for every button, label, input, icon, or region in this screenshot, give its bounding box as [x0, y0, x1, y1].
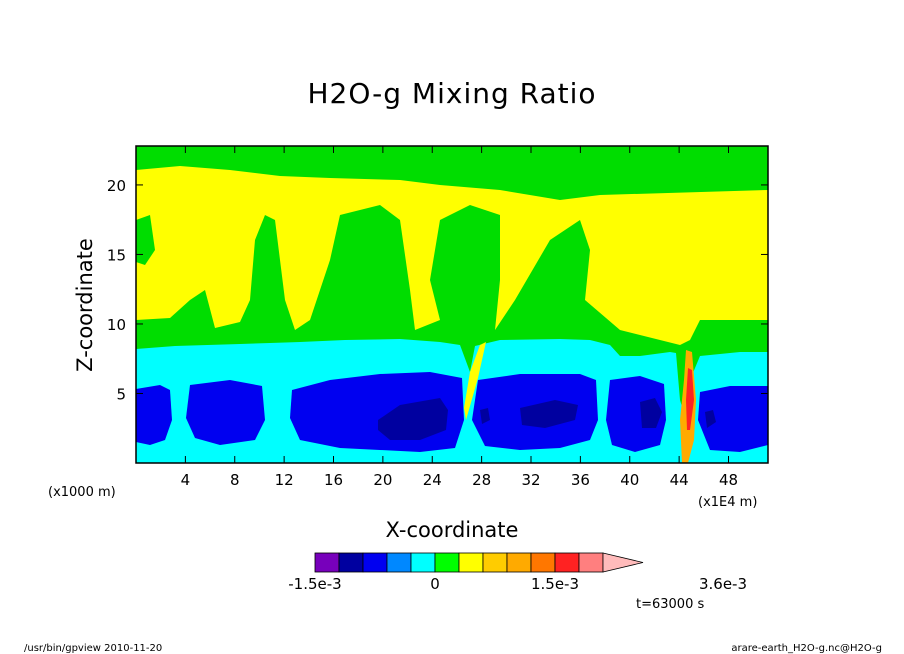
- contour-plume-yellow: [464, 342, 486, 420]
- x-axis-label: X-coordinate: [386, 518, 519, 542]
- colorbar-swatch: [314, 552, 340, 573]
- colorbar-swatch: [458, 552, 484, 573]
- y-tick-label: 10: [107, 316, 126, 334]
- chart-title: H2O-g Mixing Ratio: [307, 77, 596, 110]
- footer-left: /usr/bin/gpview 2010-11-20: [24, 643, 162, 654]
- colorbar-swatch: [506, 552, 532, 573]
- x-tick-label: 36: [571, 471, 590, 489]
- x-unit-note: (x1E4 m): [698, 495, 757, 510]
- x-tick-label: 8: [230, 471, 240, 489]
- y-unit-note: (x1000 m): [48, 485, 116, 500]
- colorbar-swatch: [578, 552, 604, 573]
- x-tick-label: 12: [275, 471, 294, 489]
- contour-field: [136, 146, 768, 463]
- contour-dark-2: [520, 400, 578, 428]
- colorbar-swatch: [482, 552, 508, 573]
- x-tick-label: 44: [670, 471, 689, 489]
- y-axis-label: Z-coordinate: [73, 238, 97, 372]
- contour-dark-5: [705, 410, 716, 428]
- colorbar-tick-label: 1.5e-3: [531, 575, 579, 593]
- x-tick-label: 20: [373, 471, 392, 489]
- colorbar-tick-label: -1.5e-3: [288, 575, 341, 593]
- x-tick-label: 28: [472, 471, 491, 489]
- contour-green-top: [136, 146, 768, 200]
- colorbar-swatch: [386, 552, 412, 573]
- x-tick-label: 16: [324, 471, 343, 489]
- time-label: t=63000 s: [636, 597, 704, 612]
- x-tick-label: 4: [181, 471, 191, 489]
- plot-frame: [135, 145, 769, 464]
- footer-right: arare-earth_H2O-g.nc@H2O-g: [731, 643, 882, 654]
- y-tick-label: 5: [116, 385, 126, 403]
- colorbar-swatch: [554, 552, 580, 573]
- colorbar-tick-label: 0: [430, 575, 440, 593]
- colorbar-ticks: -1.5e-3 0 1.5e-3 3.6e-3: [288, 575, 747, 593]
- colorbar-arrow: [602, 552, 644, 573]
- x-tick-label: 40: [620, 471, 639, 489]
- contour-green-patch-a: [136, 215, 155, 265]
- colorbar-tick-label: 3.6e-3: [699, 575, 747, 593]
- contour-blue-5: [606, 376, 666, 452]
- contour-dark-4: [480, 408, 490, 424]
- y-tick-label: 20: [107, 177, 126, 195]
- y-tick-label: 15: [107, 246, 126, 264]
- colorbar-swatch: [434, 552, 460, 573]
- colorbar: [314, 552, 644, 573]
- contour-green-patch-b: [610, 176, 768, 190]
- contour-blue-2: [186, 380, 265, 445]
- contour-dark-3: [640, 398, 662, 428]
- contour-dark-1: [378, 398, 448, 440]
- x-tick-label: 48: [719, 471, 738, 489]
- x-tick-label: 32: [521, 471, 540, 489]
- contour-plume-red: [686, 368, 694, 430]
- x-axis: 4 8 12 16 20 24 28 32 36 40 44 48: [181, 146, 738, 489]
- colorbar-swatch: [410, 552, 436, 573]
- y-axis: 5 10 15 20: [107, 177, 768, 403]
- colorbar-swatch: [362, 552, 388, 573]
- contour-blue-6: [698, 386, 768, 452]
- colorbar-swatch: [530, 552, 556, 573]
- contour-blue-1: [136, 385, 172, 445]
- x-tick-label: 24: [423, 471, 442, 489]
- colorbar-swatch: [338, 552, 364, 573]
